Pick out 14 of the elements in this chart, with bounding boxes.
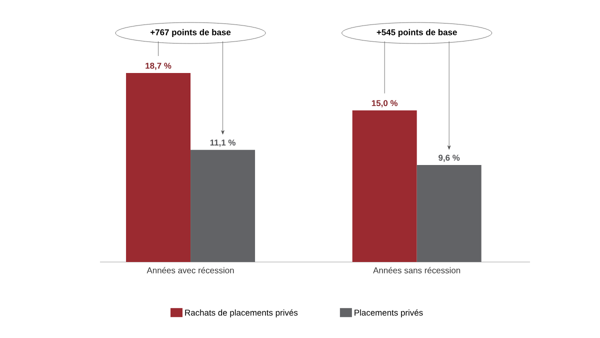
x-tick-label: Années avec récession — [146, 267, 234, 274]
data-label: 11,1 % — [210, 140, 236, 147]
bar — [416, 164, 482, 262]
data-label: 9,6 % — [438, 154, 460, 162]
data-label: 15,0 % — [372, 100, 398, 108]
legend-label: Placements privés — [354, 309, 423, 318]
text: +545 points de base — [376, 29, 457, 37]
data-label: 18,7 % — [146, 62, 172, 70]
x-tick-label: Années sans récession — [373, 267, 460, 274]
legend-label: Rachats de placements privés — [185, 309, 298, 318]
bar — [190, 150, 256, 262]
text: +767 points de base — [150, 29, 231, 37]
bar — [126, 73, 191, 262]
bar — [352, 110, 417, 262]
